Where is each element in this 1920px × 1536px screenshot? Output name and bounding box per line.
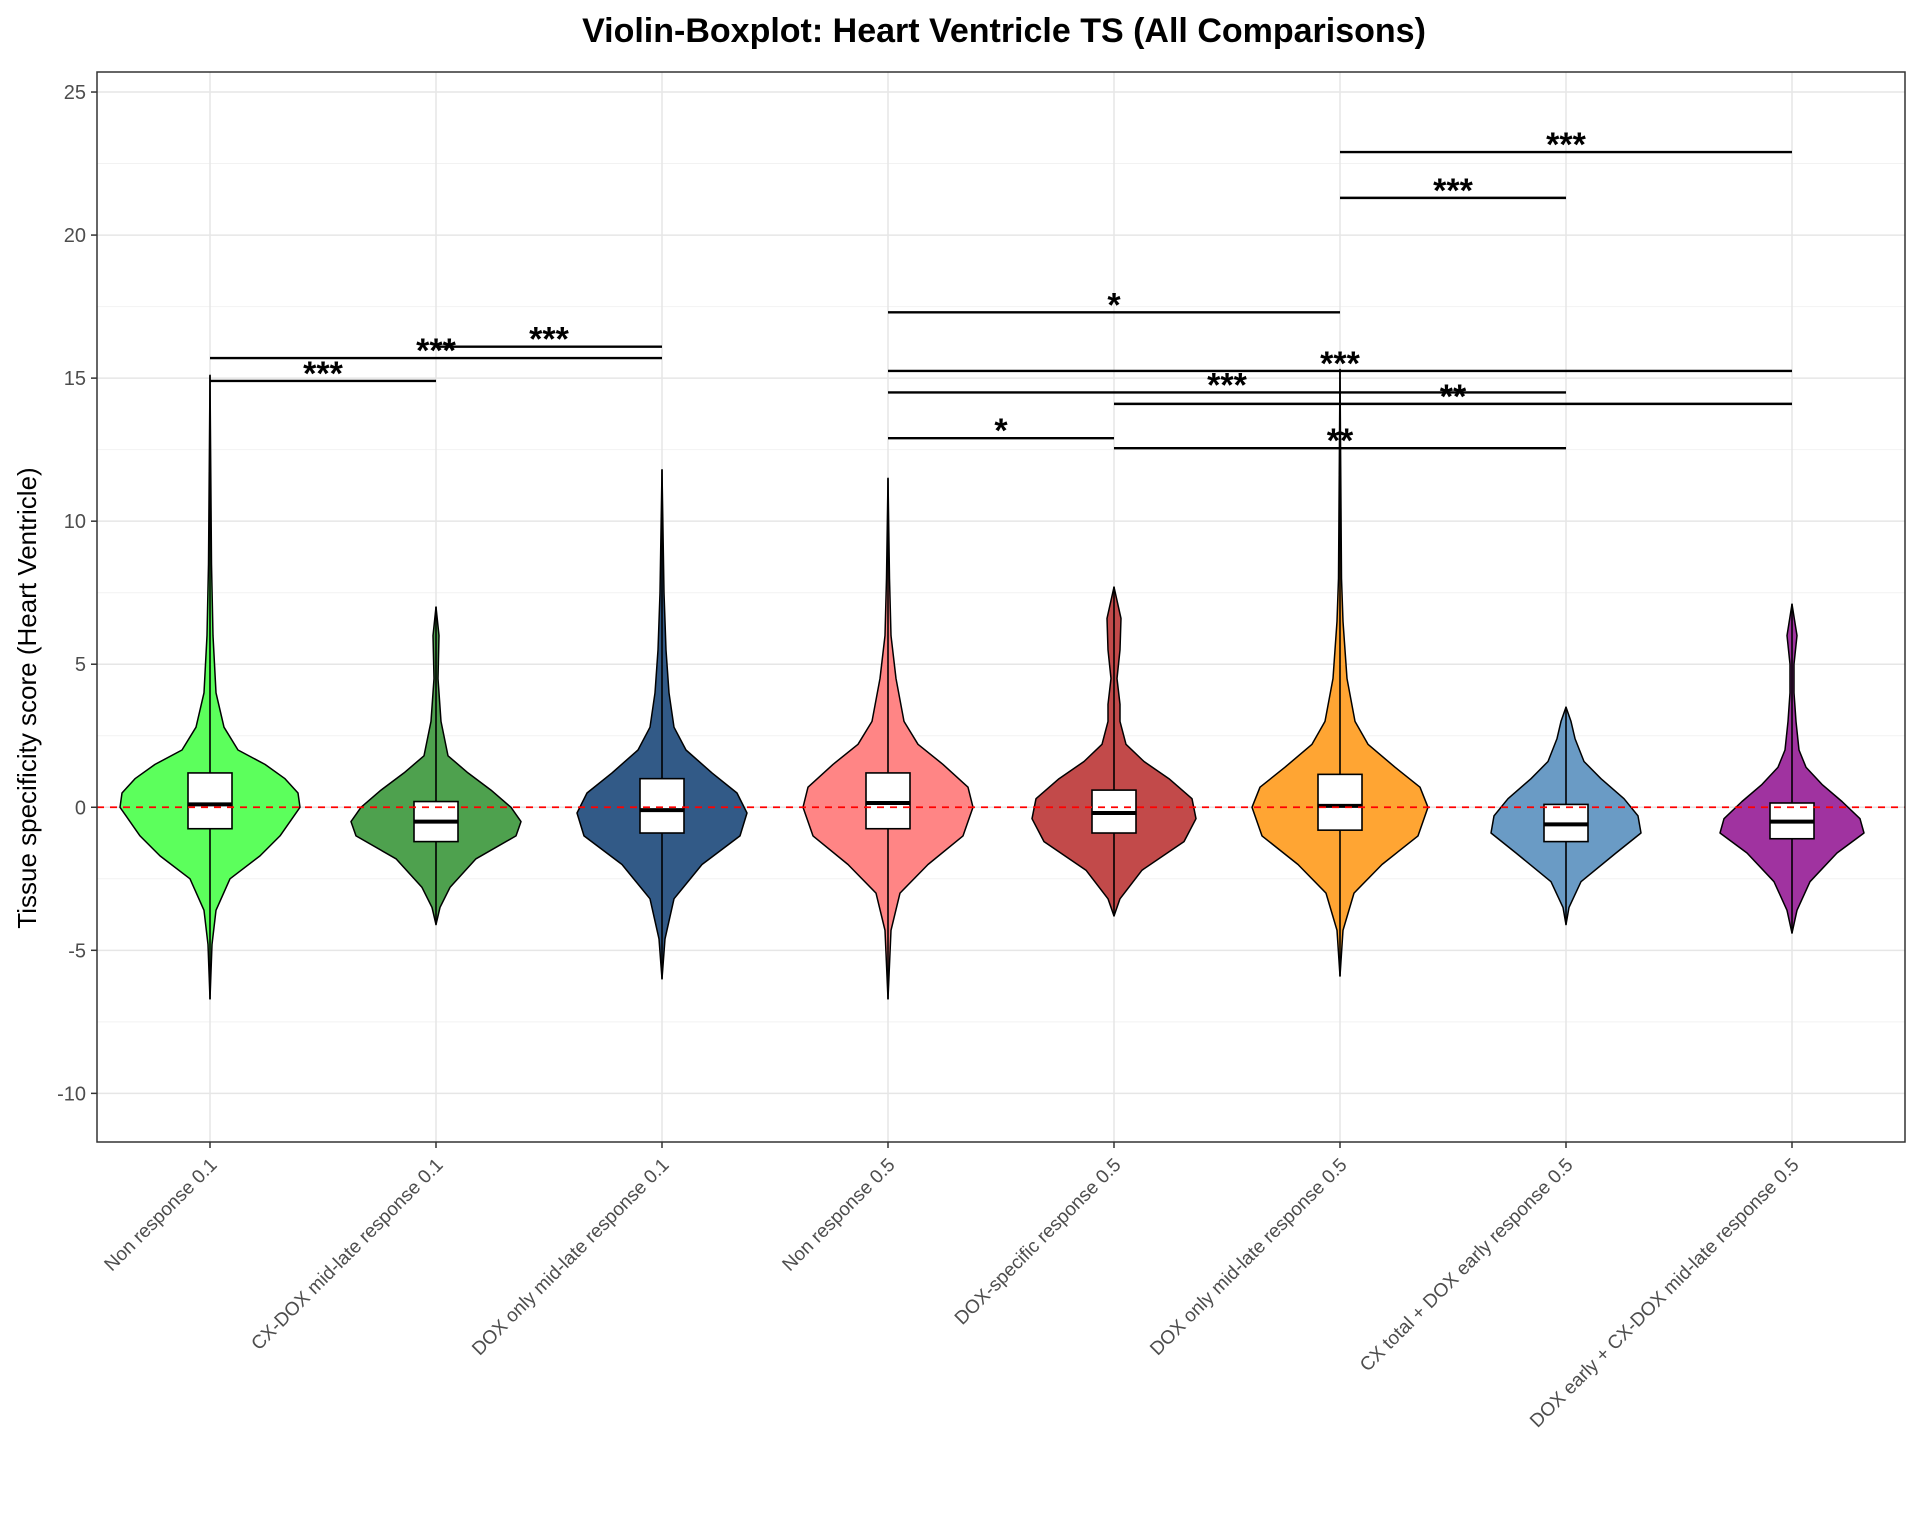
significance-label: **: [1327, 422, 1354, 460]
y-axis-title: Tissue specificity score (Heart Ventricl…: [12, 467, 42, 928]
x-tick-label: CX total + DOX early response 0.5: [1356, 1155, 1577, 1376]
significance-label: **: [1440, 378, 1467, 416]
significance-label: ***: [416, 332, 456, 370]
significance-label: ***: [1320, 345, 1360, 383]
y-tick-label: -10: [57, 1083, 86, 1105]
y-tick-label: 20: [64, 225, 86, 247]
chart-title: Violin-Boxplot: Heart Ventricle TS (All …: [582, 12, 1426, 50]
violins: [119, 368, 1865, 1000]
box: [1317, 773, 1363, 831]
x-tick-label: DOX only mid-late response 0.5: [1146, 1155, 1351, 1360]
x-tick-label: DOX only mid-late response 0.1: [468, 1155, 673, 1360]
y-tick-label: 0: [75, 797, 86, 819]
significance-label: ***: [529, 321, 569, 359]
box: [187, 772, 233, 830]
y-tick-label: 10: [64, 511, 86, 533]
significance-label: *: [1107, 286, 1121, 324]
x-tick-label: DOX-specific response 0.5: [951, 1155, 1126, 1330]
significance-comparisons: ****** *********************: [210, 126, 1792, 460]
significance-label: ***: [1546, 126, 1586, 164]
significance-label: ***: [1207, 366, 1247, 404]
y-tick-label: 15: [64, 368, 86, 390]
y-tick-label: 25: [64, 82, 86, 104]
boxplots: [187, 369, 1815, 999]
grid-lines: [97, 72, 1905, 1142]
y-axis: -10 -5 0 5 10 15 20 25: [57, 82, 97, 1105]
box: [639, 777, 685, 834]
y-tick-label: 5: [75, 654, 86, 676]
x-tick-label: DOX early + CX-DOX mid-late response 0.5: [1526, 1155, 1803, 1432]
significance-label: ***: [303, 355, 343, 393]
x-tick-label: Non response 0.1: [101, 1155, 222, 1276]
x-tick-label: Non response 0.5: [779, 1155, 900, 1276]
significance-label: *: [994, 412, 1008, 450]
y-tick-label: -5: [68, 940, 86, 962]
x-axis: Non response 0.1 CX-DOX mid-late response…: [101, 1142, 1804, 1432]
x-tick-label: CX-DOX mid-late response 0.1: [248, 1155, 448, 1355]
plot-panel-border: [96, 71, 1906, 1143]
significance-label: ***: [1433, 172, 1473, 210]
box: [865, 772, 911, 830]
